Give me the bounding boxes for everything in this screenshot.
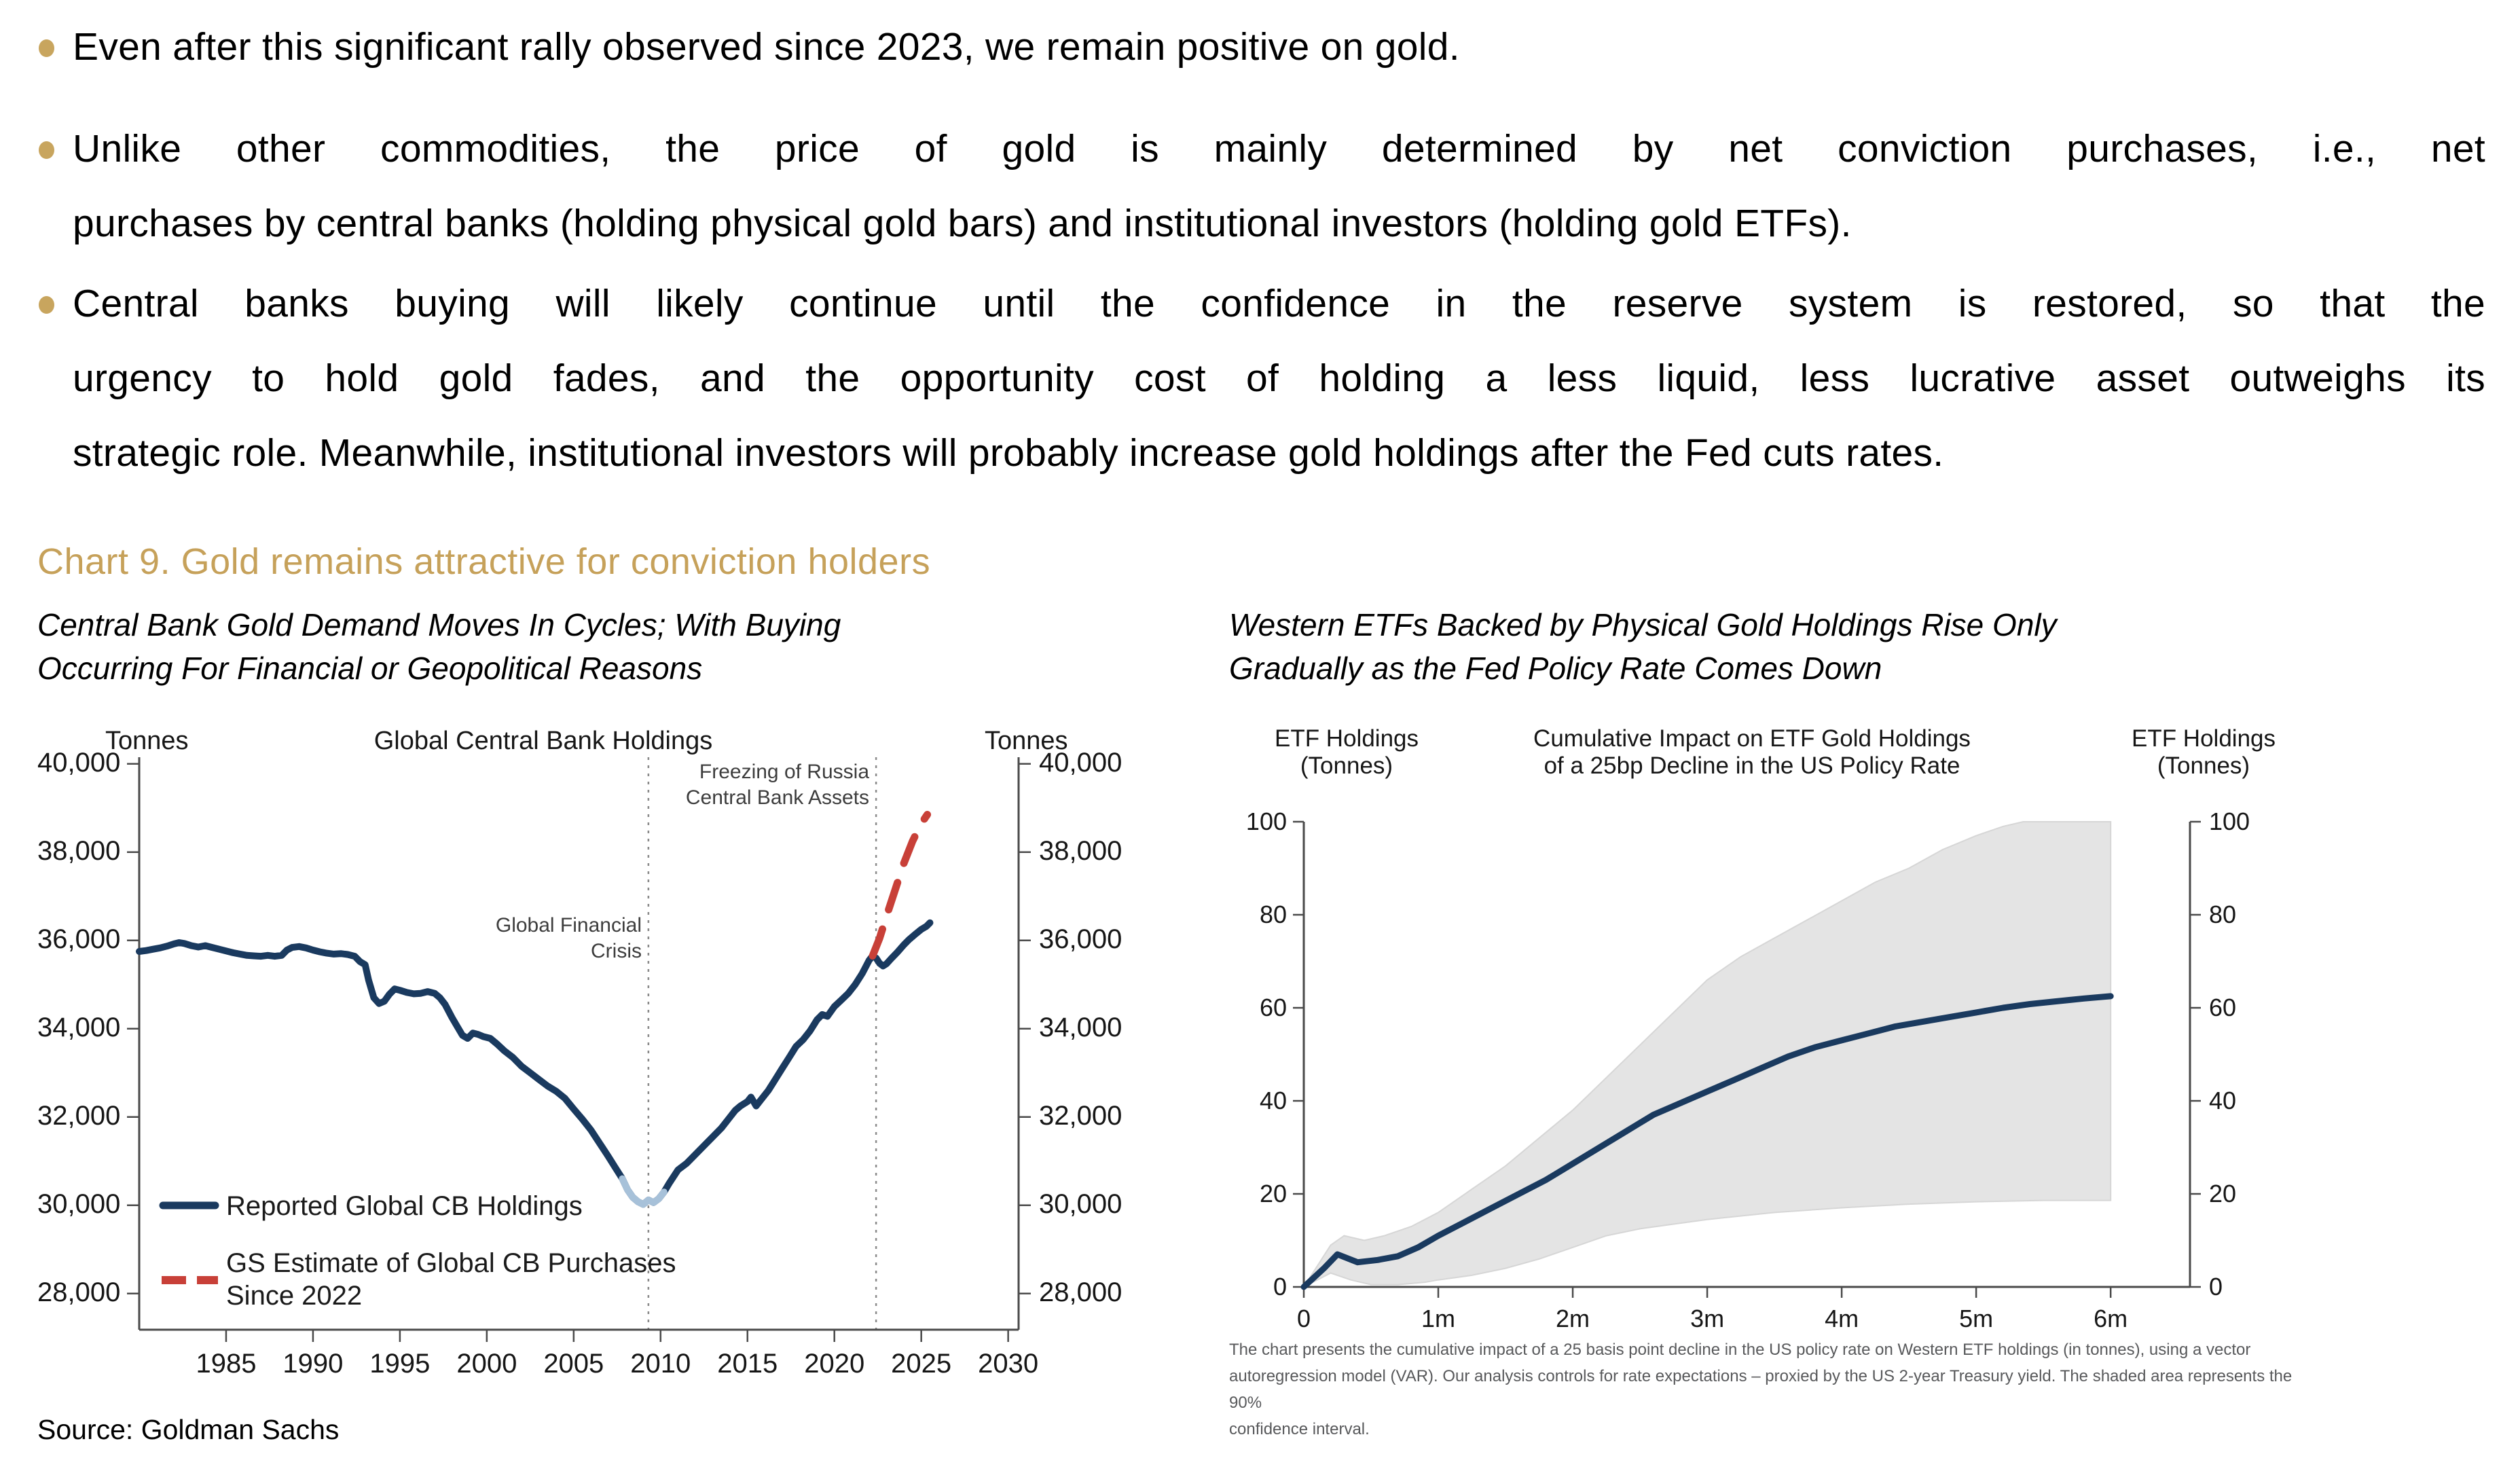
y-tick-label-left: 20: [1259, 1180, 1287, 1207]
right-axis-unit-label: Tonnes: [985, 727, 1068, 755]
bullet-item: Unlike other commodities, the price of g…: [37, 111, 2485, 261]
x-tick-label: 2020: [804, 1349, 865, 1379]
etf-holdings-chart: ETF Holdings (Tonnes) Cumulative Impact …: [1192, 720, 2360, 1399]
y-tick-label-right: 36,000: [1039, 924, 1122, 954]
bullet-text-line: urgency to hold gold fades, and the oppo…: [73, 357, 2485, 400]
y-tick-label-left: 0: [1273, 1273, 1287, 1301]
x-tick-label: 2030: [978, 1349, 1039, 1379]
footnote-line: confidence interval.: [1229, 1420, 1370, 1438]
y-tick-label-right: 20: [2209, 1180, 2237, 1207]
legend-label-line: Since 2022: [226, 1281, 363, 1311]
chart-section-heading: Chart 9. Gold remains attractive for con…: [37, 541, 931, 582]
x-tick-label: 2000: [456, 1349, 517, 1379]
chart-title-line: of a 25bp Decline in the US Policy Rate: [1544, 752, 1960, 779]
series-central-estimate: [1300, 993, 2114, 1290]
y-tick-label-left: 30,000: [37, 1188, 121, 1219]
footnote-line: The chart presents the cumulative impact…: [1229, 1341, 2251, 1359]
central-bank-holdings-plot: [127, 757, 1031, 1342]
y-tick-label-left: 80: [1259, 901, 1287, 928]
bullet-list: Even after this significant rally observ…: [37, 10, 2485, 496]
bullet-text-line: purchases by central banks (holding phys…: [73, 202, 1852, 245]
series-holdings-line: [619, 1175, 668, 1208]
y-tick-label-right: 38,000: [1039, 835, 1122, 866]
y-tick-label-right: 40,000: [1039, 747, 1122, 778]
y-tick-label-left: 38,000: [37, 835, 121, 866]
y-tick-label-left: 60: [1259, 994, 1287, 1021]
annotation-global-financial-crisis: Global Financial Crisis: [496, 913, 642, 964]
annotation-line: Crisis: [591, 940, 642, 962]
x-tick-label: 2010: [630, 1349, 691, 1379]
y-tick-label-left: 36,000: [37, 924, 121, 954]
right-chart-subtitle: Western ETFs Backed by Physical Gold Hol…: [1229, 603, 2451, 690]
y-tick-label-left: 40: [1259, 1087, 1287, 1114]
bullet-dot-icon: [39, 39, 54, 57]
unit-label-line: (Tonnes): [2157, 752, 2250, 779]
bullet-item: Even after this significant rally observ…: [37, 10, 2485, 84]
x-tick-label: 0: [1296, 1305, 1311, 1332]
y-tick-label-right: 100: [2209, 807, 2250, 835]
left-chart-subtitle-line: Occurring For Financial or Geopolitical …: [37, 651, 703, 686]
annotation-line: Global Financial: [495, 914, 642, 936]
y-tick-label-right: 30,000: [1039, 1188, 1122, 1219]
series-holdings-line: [136, 919, 934, 1208]
unit-label-line: ETF Holdings: [1274, 725, 1419, 752]
unit-label-line: (Tonnes): [1300, 752, 1393, 779]
y-tick-label-left: 40,000: [37, 747, 121, 778]
bullet-text-line: Central banks buying will likely continu…: [73, 282, 2485, 325]
y-tick-label-right: 60: [2209, 994, 2237, 1021]
annotation-line: Central Bank Assets: [685, 786, 869, 809]
bullet-dot-icon: [39, 141, 54, 159]
bullet-text-line: Even after this significant rally observ…: [73, 25, 1460, 69]
legend-label-line: GS Estimate of Global CB Purchases: [226, 1248, 676, 1278]
y-tick-label-right: 28,000: [1039, 1277, 1122, 1307]
right-chart-subtitle-line: Western ETFs Backed by Physical Gold Hol…: [1229, 607, 2057, 642]
bullet-text-line: Unlike other commodities, the price of g…: [73, 127, 2485, 170]
right-axis-unit-label: ETF Holdings (Tonnes): [2132, 725, 2276, 780]
left-axis-unit-label: Tonnes: [105, 727, 189, 755]
y-tick-label-right: 80: [2209, 901, 2237, 928]
y-tick-label-left: 100: [1245, 807, 1287, 835]
annotation-line: Freezing of Russia: [699, 761, 869, 783]
chart-title-line: Cumulative Impact on ETF Gold Holdings: [1533, 725, 1971, 752]
y-tick-label-left: 32,000: [37, 1100, 121, 1131]
y-tick-label-left: 34,000: [37, 1012, 121, 1042]
x-tick-label: 4m: [1825, 1305, 1859, 1332]
annotation-freezing-russia-assets: Freezing of Russia Central Bank Assets: [686, 759, 869, 811]
x-tick-label: 6m: [2094, 1305, 2128, 1332]
source-line: Source: Goldman Sachs: [37, 1414, 340, 1445]
central-bank-holdings-chart: Tonnes Global Central Bank Holdings Tonn…: [37, 720, 1178, 1399]
x-tick-label: 1m: [1421, 1305, 1456, 1332]
x-tick-label: 1995: [369, 1349, 431, 1379]
bullet-dot-icon: [39, 296, 54, 314]
x-tick-label: 2m: [1556, 1305, 1590, 1332]
bullet-text-line: strategic role. Meanwhile, institutional…: [73, 431, 1944, 475]
x-tick-label: 2025: [891, 1349, 952, 1379]
y-tick-label-right: 34,000: [1039, 1012, 1122, 1042]
series-gs-estimate: [869, 811, 932, 960]
left-chart-subtitle-line: Central Bank Gold Demand Moves In Cycles…: [37, 607, 841, 642]
x-tick-label: 1985: [196, 1349, 257, 1379]
y-tick-label-left: 28,000: [37, 1277, 121, 1307]
confidence-band: [1302, 821, 2112, 1289]
legend-label-gs-estimate: GS Estimate of Global CB Purchases Since…: [226, 1247, 676, 1312]
y-tick-label-right: 32,000: [1039, 1100, 1122, 1131]
right-chart-subtitle-line: Gradually as the Fed Policy Rate Comes D…: [1229, 651, 1882, 686]
unit-label-line: ETF Holdings: [2131, 725, 2276, 752]
x-tick-label: 3m: [1690, 1305, 1725, 1332]
legend-label-reported-holdings: Reported Global CB Holdings: [226, 1191, 583, 1221]
left-chart-subtitle: Central Bank Gold Demand Moves In Cycles…: [37, 603, 1137, 690]
x-tick-label: 1990: [282, 1349, 344, 1379]
chart-title: Global Central Bank Holdings: [373, 727, 713, 755]
chart-title: Cumulative Impact on ETF Gold Holdings o…: [1533, 725, 1971, 780]
chart-footnote: The chart presents the cumulative impact…: [1229, 1336, 2316, 1442]
x-tick-label: 5m: [1959, 1305, 1994, 1332]
x-tick-label: 2015: [717, 1349, 778, 1379]
y-tick-label-right: 0: [2209, 1273, 2223, 1301]
x-tick-label: 2005: [543, 1349, 604, 1379]
bullet-item: Central banks buying will likely continu…: [37, 266, 2485, 490]
y-tick-label-right: 40: [2209, 1087, 2237, 1114]
etf-holdings-plot: [1293, 820, 2201, 1298]
left-axis-unit-label: ETF Holdings (Tonnes): [1275, 725, 1419, 780]
footnote-line: autoregression model (VAR). Our analysis…: [1229, 1367, 2293, 1412]
